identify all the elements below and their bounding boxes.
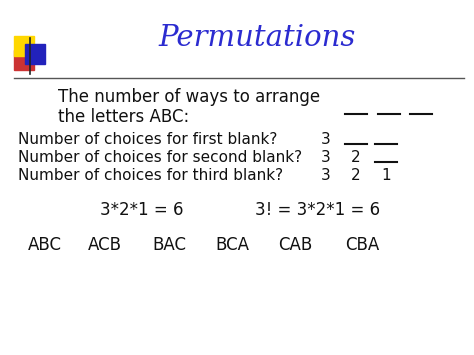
- Text: 2: 2: [351, 169, 361, 184]
- Text: Number of choices for third blank?: Number of choices for third blank?: [18, 169, 283, 184]
- Text: 3! = 3*2*1 = 6: 3! = 3*2*1 = 6: [255, 201, 380, 219]
- Text: The number of ways to arrange: The number of ways to arrange: [58, 88, 320, 106]
- Text: Number of choices for first blank?: Number of choices for first blank?: [18, 132, 277, 147]
- Bar: [14, 36, 34, 56]
- Text: BAC: BAC: [152, 236, 186, 254]
- Text: CAB: CAB: [278, 236, 312, 254]
- Bar: [14, 50, 34, 70]
- Text: BCA: BCA: [215, 236, 249, 254]
- Text: Number of choices for second blank?: Number of choices for second blank?: [18, 151, 302, 165]
- Text: ACB: ACB: [88, 236, 122, 254]
- Text: 3: 3: [321, 169, 331, 184]
- Text: 3*2*1 = 6: 3*2*1 = 6: [100, 201, 183, 219]
- Text: 3: 3: [321, 151, 331, 165]
- Text: the letters ABC:: the letters ABC:: [58, 108, 189, 126]
- Text: 1: 1: [381, 169, 391, 184]
- Text: CBA: CBA: [345, 236, 379, 254]
- Text: 2: 2: [351, 151, 361, 165]
- Text: ABC: ABC: [28, 236, 62, 254]
- Text: Permutations: Permutations: [158, 24, 356, 52]
- Text: 3: 3: [321, 132, 331, 147]
- Bar: [25, 44, 45, 64]
